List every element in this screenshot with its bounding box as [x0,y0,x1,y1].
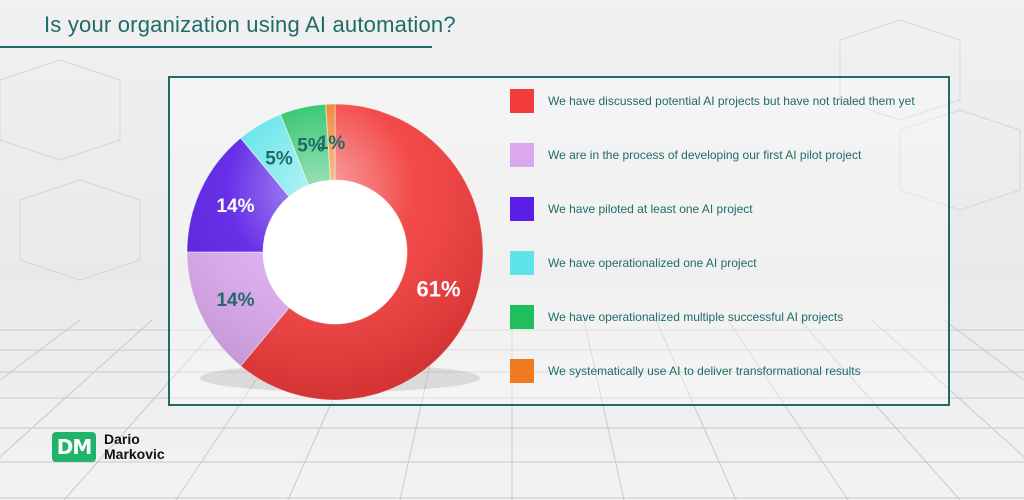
brand-logo: DM Dario Markovic [52,432,165,462]
legend-swatch [510,305,534,329]
legend-swatch [510,143,534,167]
legend-label: We have operationalized multiple success… [548,310,844,324]
logo-first-name: Dario [104,431,140,447]
slice-label: 1% [318,133,346,154]
logo-text: Dario Markovic [104,432,165,462]
slice-label: 5% [297,136,325,157]
logo-last-name: Markovic [104,446,165,462]
legend-swatch [510,359,534,383]
logo-badge: DM [52,432,96,462]
legend-label: We have discussed potential AI projects … [548,94,915,108]
title-underline [0,46,432,48]
donut-chart: 61%14%14%5%5%1% [186,103,484,401]
legend-swatch [510,251,534,275]
donut-labels: 61%14%14%5%5%1% [216,133,460,311]
slice-label: 14% [216,290,254,311]
legend-label: We systematically use AI to deliver tran… [548,364,861,378]
legend-item: We have discussed potential AI projects … [510,88,915,114]
slice-label: 5% [265,148,293,169]
legend-label: We have piloted at least one AI project [548,202,753,216]
slice-label: 14% [216,196,254,217]
page-title: Is your organization using AI automation… [44,12,456,37]
legend-swatch [510,197,534,221]
legend-label: We are in the process of developing our … [548,148,862,162]
donut-hole [263,180,407,324]
slice-label: 61% [416,276,460,301]
legend-swatch [510,89,534,113]
legend-item: We have operationalized one AI project [510,250,757,276]
legend-item: We have piloted at least one AI project [510,196,753,222]
legend-item: We systematically use AI to deliver tran… [510,358,861,384]
legend-label: We have operationalized one AI project [548,256,757,270]
legend-item: We have operationalized multiple success… [510,304,843,330]
legend-item: We are in the process of developing our … [510,142,861,168]
